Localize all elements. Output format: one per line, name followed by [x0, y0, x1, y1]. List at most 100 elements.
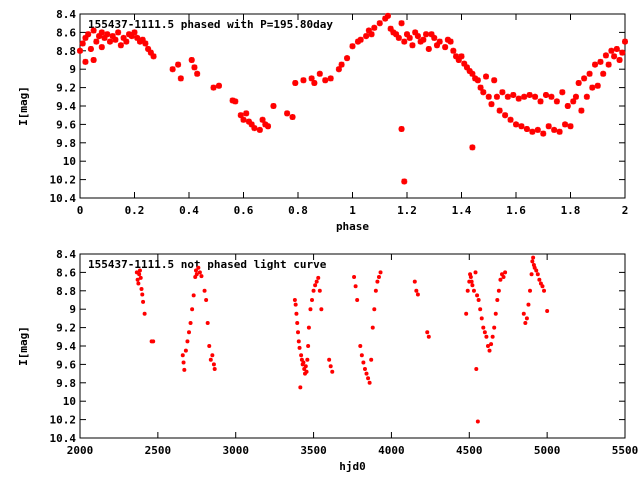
- data-point: [465, 288, 470, 293]
- data-point: [535, 272, 540, 277]
- x-tick-label: 0.8: [288, 204, 308, 217]
- data-point: [387, 25, 394, 32]
- data-point: [572, 93, 579, 100]
- data-point: [358, 344, 363, 348]
- data-point: [77, 47, 83, 54]
- data-point: [371, 24, 378, 31]
- data-point: [490, 334, 495, 339]
- data-point: [594, 82, 601, 89]
- data-point: [613, 45, 620, 52]
- data-point: [575, 80, 582, 86]
- data-point: [428, 31, 435, 38]
- data-point: [414, 288, 419, 293]
- data-point: [414, 33, 421, 40]
- data-point: [169, 66, 176, 73]
- data-point: [196, 265, 201, 270]
- data-point: [303, 364, 308, 369]
- data-point: [589, 84, 596, 91]
- data-point: [469, 70, 476, 77]
- data-point: [469, 279, 474, 284]
- data-point: [270, 103, 277, 109]
- data-point: [524, 316, 529, 321]
- y-tick-label: 10: [63, 155, 76, 168]
- data-point: [145, 45, 152, 52]
- plot-frame: [79, 13, 626, 199]
- data-point: [245, 118, 252, 125]
- data-point: [483, 73, 490, 80]
- data-point: [299, 353, 304, 358]
- data-point: [364, 371, 369, 376]
- data-point: [181, 360, 186, 365]
- data-point: [210, 353, 215, 358]
- data-point: [180, 353, 185, 358]
- data-point: [484, 334, 489, 339]
- y-tick-label: 9.2: [56, 82, 76, 95]
- data-point: [353, 284, 358, 289]
- data-point: [608, 47, 615, 54]
- data-point: [493, 311, 498, 316]
- x-tick-label: 3500: [300, 444, 327, 457]
- data-point: [185, 339, 190, 344]
- data-point: [479, 316, 484, 321]
- data-point: [401, 178, 408, 185]
- data-point: [529, 272, 534, 277]
- data-point: [378, 270, 383, 275]
- data-point: [373, 288, 378, 293]
- data-point: [210, 84, 217, 91]
- data-points: [77, 12, 628, 185]
- data-point: [450, 47, 457, 54]
- data-point: [187, 330, 191, 335]
- data-point: [215, 82, 222, 89]
- data-point: [151, 339, 156, 344]
- data-point: [177, 75, 184, 82]
- x-tick-label: 0.2: [125, 204, 145, 217]
- data-point: [305, 357, 310, 362]
- data-point: [502, 112, 509, 119]
- data-point: [581, 75, 588, 82]
- data-point: [507, 116, 514, 123]
- x-tick-label: 2500: [145, 444, 172, 457]
- data-point: [311, 80, 318, 86]
- data-point: [412, 29, 419, 36]
- data-point: [481, 325, 486, 330]
- data-point: [202, 288, 207, 293]
- data-point: [487, 348, 492, 353]
- data-point: [553, 98, 560, 105]
- data-point: [540, 130, 547, 137]
- data-point: [478, 307, 483, 312]
- x-tick-label: 5000: [534, 444, 561, 457]
- data-point: [357, 36, 364, 43]
- data-point: [559, 89, 566, 96]
- data-point: [139, 286, 144, 291]
- data-point: [292, 298, 297, 302]
- y-tick-label: 9.4: [56, 340, 76, 353]
- plot-frame: [79, 253, 626, 439]
- data-point: [540, 284, 545, 289]
- data-point: [338, 61, 345, 68]
- data-point: [390, 29, 397, 36]
- data-point: [526, 302, 531, 307]
- data-point: [537, 98, 544, 105]
- data-point: [316, 275, 321, 280]
- data-point: [431, 34, 438, 41]
- data-point: [310, 298, 315, 302]
- data-point: [295, 321, 300, 325]
- data-point: [498, 277, 503, 282]
- y-tick-label: 8.8: [56, 285, 76, 298]
- data-point: [140, 292, 145, 297]
- data-point: [316, 70, 323, 77]
- data-point: [304, 369, 309, 374]
- data-point: [412, 279, 417, 284]
- data-point: [526, 91, 533, 98]
- data-point: [297, 345, 302, 350]
- data-point: [474, 367, 479, 371]
- x-tick-label: 1.2: [397, 204, 417, 217]
- y-tick-label: 8.4: [56, 248, 76, 261]
- data-point: [207, 344, 212, 348]
- data-point: [352, 275, 357, 279]
- data-point: [204, 298, 209, 302]
- y-tick-label: 9.6: [56, 358, 76, 371]
- data-point: [370, 325, 375, 330]
- data-points: [134, 255, 550, 424]
- data-point: [300, 77, 307, 84]
